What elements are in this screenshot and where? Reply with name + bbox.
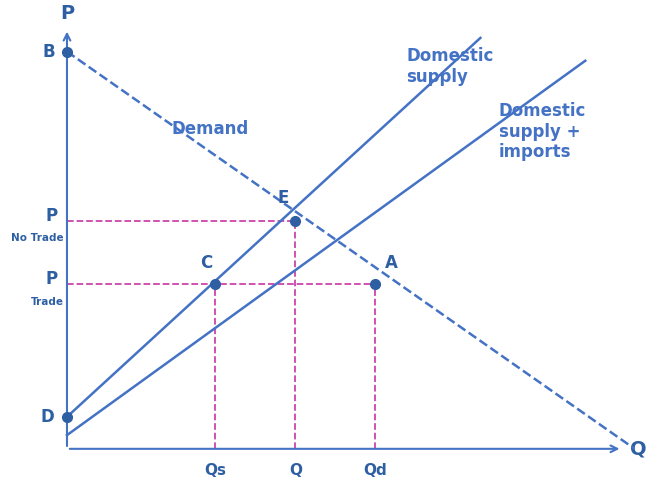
- Text: Qs: Qs: [204, 463, 226, 478]
- Text: P: P: [60, 4, 74, 23]
- Text: Domestic
supply +
imports: Domestic supply + imports: [499, 102, 586, 161]
- Text: Qd: Qd: [363, 463, 387, 478]
- Text: Domestic
supply: Domestic supply: [406, 47, 494, 86]
- Text: E: E: [278, 189, 289, 207]
- Text: Q: Q: [630, 439, 646, 458]
- Text: Trade: Trade: [31, 297, 64, 307]
- Text: P: P: [46, 270, 58, 288]
- Text: Demand: Demand: [172, 120, 249, 138]
- Text: Q: Q: [289, 463, 302, 478]
- Text: P: P: [46, 207, 58, 225]
- Text: A: A: [385, 254, 398, 272]
- Text: No Trade: No Trade: [11, 233, 64, 243]
- Text: C: C: [200, 254, 212, 272]
- Text: D: D: [41, 408, 55, 426]
- Text: B: B: [42, 42, 55, 61]
